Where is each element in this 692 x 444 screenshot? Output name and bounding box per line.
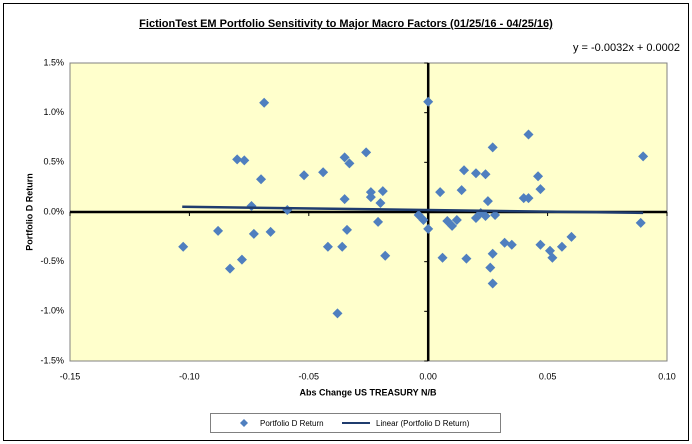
point <box>318 167 329 178</box>
trend-equation: y = -0.0032x + 0.0002 <box>573 42 680 54</box>
point <box>480 169 491 180</box>
chart-title: FictionTest EM Portfolio Sensitivity to … <box>139 18 553 30</box>
point <box>342 224 353 235</box>
point <box>487 278 498 289</box>
point <box>459 165 470 176</box>
point <box>213 225 224 236</box>
point <box>339 152 350 163</box>
legend-label: Portfolio D Return <box>260 419 324 428</box>
point <box>635 217 646 228</box>
point <box>487 142 498 153</box>
point <box>248 228 259 239</box>
point <box>377 186 388 197</box>
point <box>232 154 243 165</box>
y-tick-label: -1.0% <box>40 306 64 316</box>
point <box>332 308 343 319</box>
legend-label: Linear (Portfolio D Return) <box>376 419 470 428</box>
point <box>259 97 270 108</box>
point <box>556 241 567 252</box>
point <box>224 263 235 274</box>
y-tick-label: -1.5% <box>40 355 64 365</box>
point <box>299 170 310 181</box>
point <box>447 220 458 231</box>
x-tick-label: 0.10 <box>658 371 676 381</box>
trendline <box>182 205 644 215</box>
point <box>236 254 247 265</box>
point <box>361 147 372 158</box>
point <box>456 185 467 196</box>
x-tick-label: 0.05 <box>539 371 557 381</box>
y-tick-label: 0.0% <box>43 206 64 216</box>
point <box>451 214 462 225</box>
x-axis-title: Abs Change US TREASURY N/B <box>299 387 437 397</box>
point <box>380 250 391 261</box>
point <box>470 168 481 179</box>
point <box>344 158 355 169</box>
point <box>256 174 267 185</box>
point <box>423 96 434 107</box>
point <box>375 198 386 209</box>
point <box>482 196 493 207</box>
point <box>533 171 544 182</box>
y-tick-label: 1.5% <box>43 57 64 67</box>
x-tick-label: 0.00 <box>419 371 437 381</box>
point <box>322 241 333 252</box>
y-tick-label: 1.0% <box>43 107 64 117</box>
x-tick-label: -0.05 <box>299 371 320 381</box>
point <box>365 192 376 203</box>
point <box>373 216 384 227</box>
point <box>487 248 498 259</box>
point <box>265 226 276 237</box>
point <box>506 239 517 250</box>
point <box>638 151 649 162</box>
point <box>535 239 546 250</box>
point <box>239 155 250 166</box>
point <box>337 241 348 252</box>
point <box>178 241 189 252</box>
point <box>523 129 534 140</box>
point <box>435 187 446 198</box>
point <box>339 194 350 205</box>
point <box>418 214 429 225</box>
legend-marker <box>240 419 248 427</box>
point <box>461 253 472 264</box>
y-axis-title: Portfolio D Return <box>24 173 34 251</box>
point <box>480 210 491 221</box>
point <box>423 223 434 234</box>
point <box>490 209 501 220</box>
point <box>535 184 546 195</box>
point <box>499 237 510 248</box>
y-tick-label: 0.5% <box>43 157 64 167</box>
y-tick-label: -0.5% <box>40 256 64 266</box>
x-tick-label: -0.15 <box>60 371 81 381</box>
point <box>437 252 448 263</box>
point <box>566 231 577 242</box>
point <box>485 262 496 273</box>
point <box>523 193 534 204</box>
point <box>547 252 558 263</box>
x-tick-label: -0.10 <box>179 371 200 381</box>
